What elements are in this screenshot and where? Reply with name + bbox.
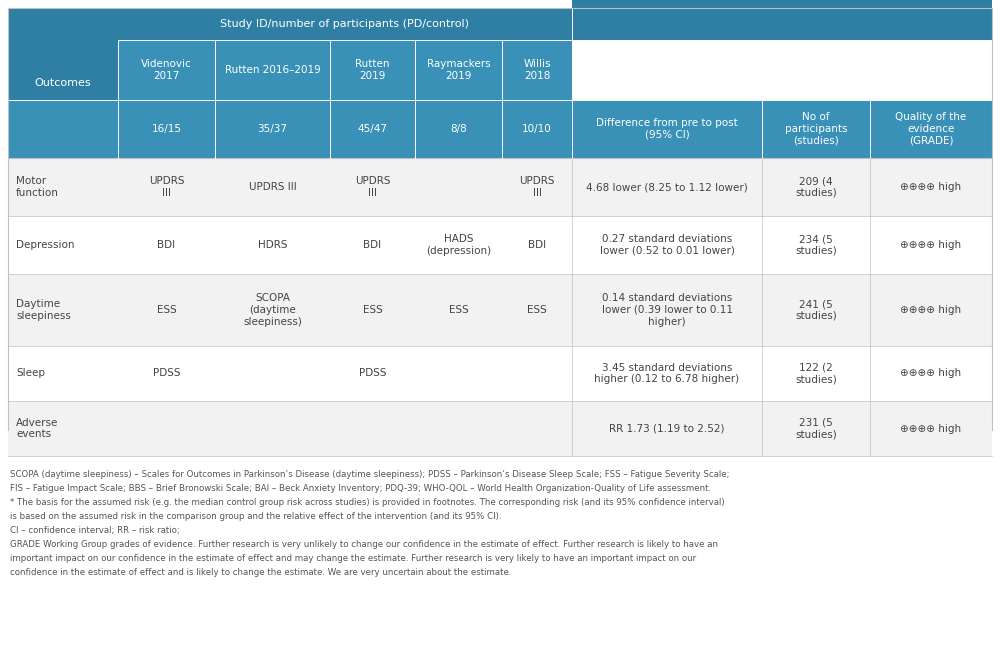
Text: PDSS: PDSS — [359, 368, 386, 378]
Text: Depression: Depression — [16, 240, 74, 250]
Text: SCOPA
(daytime
sleepiness): SCOPA (daytime sleepiness) — [243, 293, 302, 327]
Text: Daytime
sleepiness: Daytime sleepiness — [16, 299, 71, 321]
Text: 209 (4
studies): 209 (4 studies) — [795, 176, 837, 198]
Text: UPDRS
III: UPDRS III — [355, 176, 390, 198]
Text: Videnovic
2017: Videnovic 2017 — [141, 59, 192, 81]
Bar — [118, 40, 572, 100]
Text: 234 (5
studies): 234 (5 studies) — [795, 234, 837, 256]
Text: Difference from pre to post
(95% CI): Difference from pre to post (95% CI) — [596, 118, 738, 140]
Text: ⊕⊕⊕⊕ high: ⊕⊕⊕⊕ high — [900, 368, 962, 378]
Bar — [572, 0, 992, 40]
Text: CI – confidence interval; RR – risk ratio;: CI – confidence interval; RR – risk rati… — [10, 526, 180, 535]
Text: Raymackers
2019: Raymackers 2019 — [427, 59, 490, 81]
Text: BDI: BDI — [363, 240, 382, 250]
Text: ⊕⊕⊕⊕ high: ⊕⊕⊕⊕ high — [900, 182, 962, 192]
Bar — [8, 216, 992, 274]
Text: important impact on our confidence in the estimate of effect and may change the : important impact on our confidence in th… — [10, 554, 696, 563]
Text: 35/37: 35/37 — [258, 124, 288, 134]
Text: ⊕⊕⊕⊕ high: ⊕⊕⊕⊕ high — [900, 240, 962, 250]
Bar — [8, 401, 992, 456]
Text: Summary of findings: Summary of findings — [724, 49, 840, 59]
Text: Adverse
events: Adverse events — [16, 418, 58, 440]
Text: UPDRS
III: UPDRS III — [519, 176, 555, 198]
Text: BDI: BDI — [157, 240, 176, 250]
Text: PDSS: PDSS — [153, 368, 180, 378]
Text: ESS: ESS — [527, 305, 547, 315]
Text: 8/8: 8/8 — [450, 124, 467, 134]
Text: Sleep: Sleep — [16, 368, 45, 378]
Text: FIS – Fatigue Impact Scale; BBS – Brief Bronowski Scale; BAI – Beck Anxiety Inve: FIS – Fatigue Impact Scale; BBS – Brief … — [10, 484, 711, 493]
Text: ⊕⊕⊕⊕ high: ⊕⊕⊕⊕ high — [900, 424, 962, 434]
Text: 0.14 standard deviations
lower (0.39 lower to 0.11
higher): 0.14 standard deviations lower (0.39 low… — [602, 293, 732, 327]
Text: No of
participants
(studies): No of participants (studies) — [785, 113, 847, 145]
Text: BDI: BDI — [528, 240, 546, 250]
Text: 16/15: 16/15 — [152, 124, 182, 134]
Text: 3.45 standard deviations
higher (0.12 to 6.78 higher): 3.45 standard deviations higher (0.12 to… — [594, 363, 740, 384]
Bar — [8, 100, 992, 158]
Bar — [8, 274, 992, 346]
Text: GRADE Working Group grades of evidence. Further research is very unlikely to cha: GRADE Working Group grades of evidence. … — [10, 540, 718, 549]
Text: 231 (5
studies): 231 (5 studies) — [795, 418, 837, 440]
Text: Study ID/number of participants (PD/control): Study ID/number of participants (PD/cont… — [220, 19, 470, 29]
Text: HDRS: HDRS — [258, 240, 287, 250]
Bar — [8, 158, 992, 216]
Text: ESS: ESS — [157, 305, 176, 315]
Text: ESS: ESS — [363, 305, 382, 315]
Text: UPDRS
III: UPDRS III — [149, 176, 184, 198]
Text: Rutten 2016–2019: Rutten 2016–2019 — [225, 65, 320, 75]
Text: 45/47: 45/47 — [358, 124, 388, 134]
Bar — [8, 346, 992, 401]
Text: UPDRS III: UPDRS III — [249, 182, 296, 192]
Text: 241 (5
studies): 241 (5 studies) — [795, 299, 837, 321]
Text: 0.27 standard deviations
lower (0.52 to 0.01 lower): 0.27 standard deviations lower (0.52 to … — [600, 234, 734, 256]
Text: 10/10: 10/10 — [522, 124, 552, 134]
Text: Outcomes: Outcomes — [35, 78, 91, 88]
Text: HADS
(depression): HADS (depression) — [426, 234, 491, 256]
Text: SCOPA (daytime sleepiness) – Scales for Outcomes in Parkinson’s Disease (daytime: SCOPA (daytime sleepiness) – Scales for … — [10, 470, 730, 479]
Bar — [118, 8, 572, 40]
Text: RR 1.73 (1.19 to 2.52): RR 1.73 (1.19 to 2.52) — [609, 424, 725, 434]
Text: Rutten
2019: Rutten 2019 — [355, 59, 390, 81]
Text: Quality of the
evidence
(GRADE): Quality of the evidence (GRADE) — [895, 113, 967, 145]
Text: Willis
2018: Willis 2018 — [523, 59, 551, 81]
Text: confidence in the estimate of effect and is likely to change the estimate. We ar: confidence in the estimate of effect and… — [10, 568, 512, 577]
Text: is based on the assumed risk in the comparison group and the relative effect of : is based on the assumed risk in the comp… — [10, 512, 502, 521]
Text: 4.68 lower (8.25 to 1.12 lower): 4.68 lower (8.25 to 1.12 lower) — [586, 182, 748, 192]
Bar — [8, 8, 118, 158]
Text: Motor
function: Motor function — [16, 176, 59, 198]
Text: 122 (2
studies): 122 (2 studies) — [795, 363, 837, 384]
Text: * The basis for the assumed risk (e.g. the median control group risk across stud: * The basis for the assumed risk (e.g. t… — [10, 498, 725, 507]
Text: ESS: ESS — [449, 305, 468, 315]
Text: ⊕⊕⊕⊕ high: ⊕⊕⊕⊕ high — [900, 305, 962, 315]
